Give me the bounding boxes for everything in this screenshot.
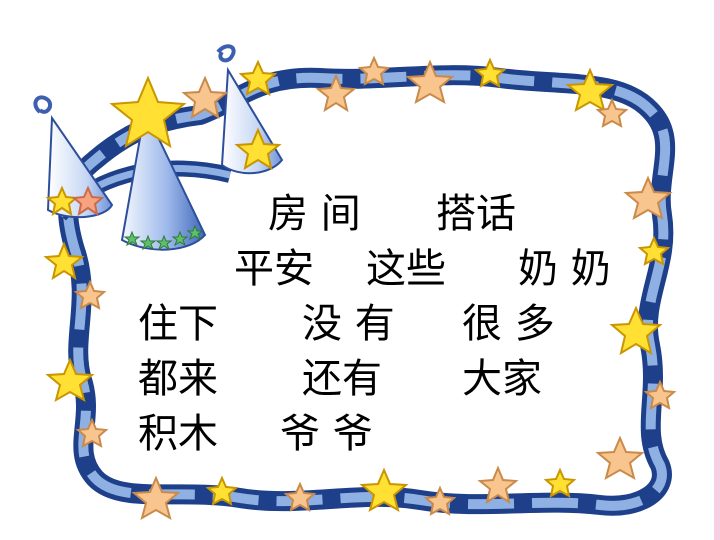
party-hat-icon bbox=[120, 106, 207, 251]
ribbon-curl bbox=[33, 95, 53, 114]
vocab-word: 都来 bbox=[138, 356, 218, 402]
vocab-word: 平安 bbox=[234, 246, 314, 292]
star-icon bbox=[234, 127, 282, 171]
vocab-word: 大家 bbox=[462, 356, 542, 402]
star-icon bbox=[423, 485, 457, 516]
vocab-word: 积木 bbox=[138, 411, 218, 457]
star-icon bbox=[109, 75, 187, 149]
star-icon bbox=[405, 59, 455, 105]
star-icon bbox=[73, 279, 107, 310]
star-icon bbox=[477, 465, 519, 505]
star-icon bbox=[205, 475, 239, 506]
star-icon bbox=[595, 435, 645, 481]
star-icon bbox=[71, 185, 105, 217]
star-icon bbox=[359, 467, 409, 513]
edge-strip bbox=[714, 0, 720, 540]
star-icon bbox=[139, 234, 157, 251]
star-icon bbox=[75, 417, 109, 448]
vocab-word: 奶 奶 bbox=[518, 246, 611, 292]
star-icon bbox=[186, 224, 204, 241]
vocab-word: 还有 bbox=[302, 356, 382, 402]
vocab-word: 房 间 bbox=[268, 191, 361, 237]
star-icon bbox=[155, 234, 173, 251]
star-icon bbox=[315, 73, 357, 113]
star-icon bbox=[543, 467, 577, 498]
vocab-word: 这些 bbox=[366, 246, 446, 292]
star-icon bbox=[181, 75, 229, 120]
star-icon bbox=[643, 379, 677, 410]
frame-interior bbox=[91, 97, 643, 485]
star-icon bbox=[623, 175, 673, 221]
ribbon-curl bbox=[216, 44, 236, 63]
star-icon bbox=[45, 357, 95, 403]
vocab-word: 没 有 bbox=[302, 301, 395, 347]
star-icon bbox=[131, 475, 181, 521]
star-icon bbox=[609, 305, 663, 356]
star-icon bbox=[565, 67, 615, 113]
star-icon bbox=[637, 235, 671, 266]
vocab-word: 搭话 bbox=[436, 191, 516, 237]
star-icon bbox=[473, 57, 507, 88]
vocab-word: 住下 bbox=[138, 301, 218, 347]
star-icon bbox=[357, 55, 391, 86]
vocab-word: 很 多 bbox=[462, 301, 555, 347]
star-icon bbox=[123, 230, 141, 247]
star-icon bbox=[595, 97, 629, 128]
star-icon bbox=[238, 59, 278, 96]
vocab-word: 爷 爷 bbox=[280, 411, 373, 457]
star-icon bbox=[283, 481, 317, 512]
star-icon bbox=[43, 241, 85, 281]
star-icon bbox=[171, 230, 189, 247]
